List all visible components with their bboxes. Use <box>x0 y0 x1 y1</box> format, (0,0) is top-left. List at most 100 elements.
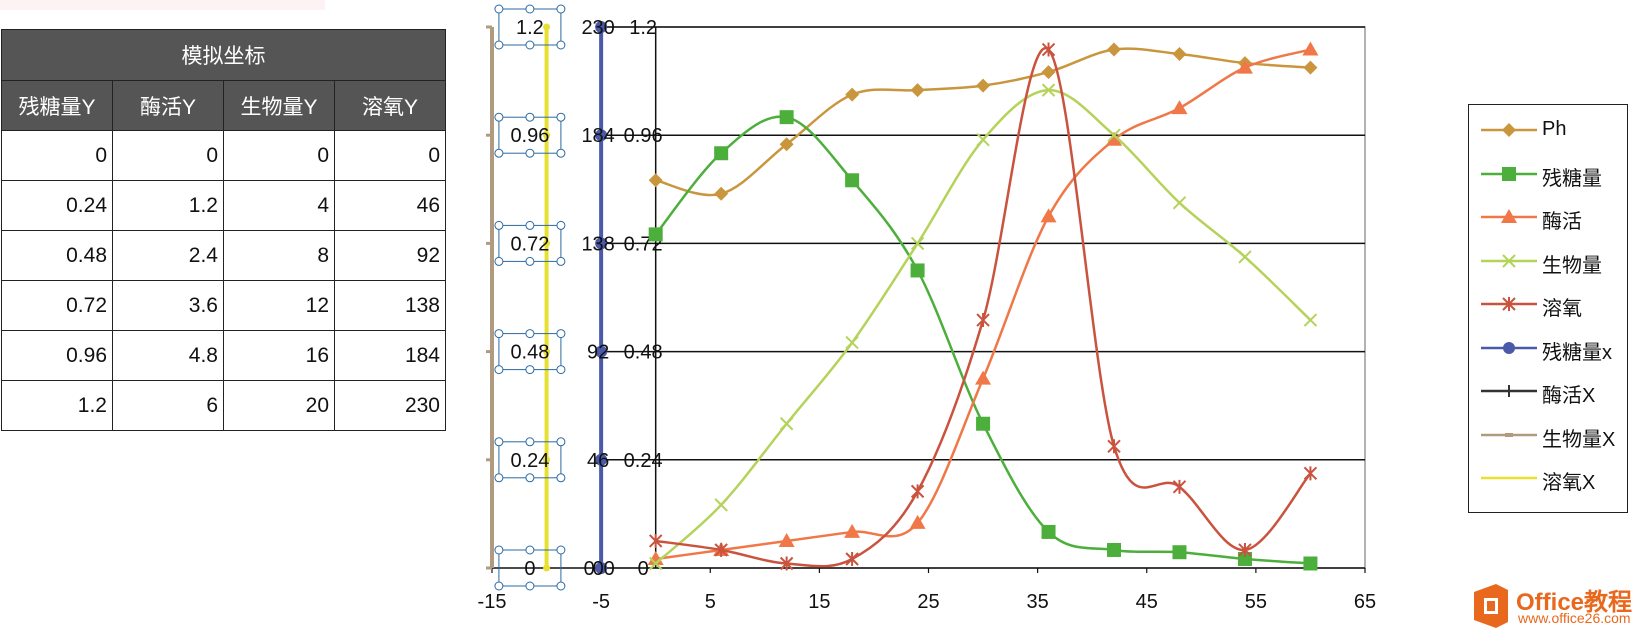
selection-handle <box>525 473 535 483</box>
simulated-label-sugar: 0.72 <box>510 233 549 255</box>
header-enzyme-y: 酶活Y <box>112 80 224 131</box>
legend-marker <box>1502 253 1516 268</box>
simulated-label-main: 0.24 <box>624 450 663 472</box>
table-row: 0.72 3.6 12 138 <box>1 280 446 331</box>
legend-label: 溶氧X <box>1542 472 1596 494</box>
x-tick-label: 5 <box>705 591 716 613</box>
data-point <box>976 78 991 93</box>
oxygen-x-marker <box>543 23 551 31</box>
data-point <box>1237 551 1252 566</box>
oxygen-x-marker <box>543 564 551 572</box>
legend-label: 溶氧 <box>1542 298 1582 320</box>
legend-swatch <box>1481 297 1537 311</box>
legend-label: 残糖量x <box>1542 341 1612 364</box>
selection-handle <box>556 256 566 266</box>
selection-handle <box>525 365 535 375</box>
selection-handle <box>556 40 566 50</box>
simulated-label-oxygen: 184 <box>581 125 614 147</box>
table-row: 0.48 2.4 8 92 <box>1 230 446 281</box>
simulated-label-sugar: 0 <box>524 558 535 580</box>
simulated-label-oxygen: 230 <box>581 17 614 39</box>
selection-handle <box>556 220 566 230</box>
data-point <box>1236 59 1253 74</box>
x-tick-label: 35 <box>1027 591 1049 613</box>
x-tick-label: -15 <box>478 591 507 613</box>
simulated-label-main: 1.2 <box>629 17 657 39</box>
data-point <box>910 83 925 98</box>
data-point <box>1172 545 1187 560</box>
simulated-label-oxygen: 0 <box>593 558 604 580</box>
simulated-label-extra: 0 <box>584 558 595 580</box>
simulated-coordinates-table: 模拟坐标 残糖量Y 酶活Y 生物量Y 溶氧Y 0 0 0 0 0.24 1.2 … <box>1 29 446 431</box>
selection-handle <box>494 545 504 555</box>
table-cell: 20 <box>223 380 335 431</box>
data-point <box>1107 439 1121 454</box>
legend-marker <box>1502 297 1516 311</box>
data-point <box>648 533 663 548</box>
data-point <box>1041 524 1056 539</box>
legend-label: 生物量X <box>1542 428 1616 451</box>
legend-marker <box>1501 209 1517 223</box>
table-cell: 8 <box>223 230 335 281</box>
selection-handle <box>494 112 504 122</box>
legend-swatch <box>1481 476 1537 480</box>
table-cell: 1.2 <box>112 180 224 231</box>
legend-item: 残糖量x <box>1469 333 1627 364</box>
data-point <box>1107 542 1122 557</box>
table-cell: 4 <box>223 180 335 231</box>
data-point <box>714 146 729 161</box>
table-cell: 0.72 <box>1 280 113 331</box>
table-title: 模拟坐标 <box>1 29 446 81</box>
table-cell: 184 <box>334 330 446 381</box>
legend-item: 溶氧 <box>1469 289 1627 320</box>
selection-handle <box>494 220 504 230</box>
oxygen-x-marker <box>543 456 551 464</box>
legend-label: 生物量 <box>1542 254 1602 277</box>
selection-handle <box>556 112 566 122</box>
selection-handle <box>494 4 504 14</box>
data-point <box>845 87 860 102</box>
legend-swatch <box>1481 253 1537 268</box>
data-point <box>1303 60 1318 75</box>
top-strip <box>0 0 325 10</box>
data-point <box>1107 128 1121 142</box>
data-point <box>845 551 859 566</box>
legend-item: 生物量 <box>1469 246 1627 277</box>
selection-handle <box>525 329 535 339</box>
legend-swatch <box>1481 209 1537 223</box>
legend-swatch <box>1481 432 1537 437</box>
x-tick-label: 55 <box>1245 591 1267 613</box>
data-point <box>1303 466 1318 481</box>
table-cell: 0 <box>334 130 446 181</box>
selection-handle <box>525 256 535 266</box>
table-row: 0 0 0 0 <box>1 130 446 181</box>
data-point <box>976 133 990 147</box>
selection-handle <box>494 473 504 483</box>
logo-text: Office教程网 <box>1516 589 1632 616</box>
selection-handle <box>494 365 504 375</box>
x-tick-label: 25 <box>917 591 939 613</box>
table-cell: 230 <box>334 380 446 431</box>
legend-label: 酶活X <box>1542 385 1596 407</box>
sugar-x-marker <box>595 345 608 358</box>
data-point <box>975 370 992 385</box>
table-cell: 0 <box>112 130 224 181</box>
data-point <box>714 542 728 557</box>
selection-handle <box>525 40 535 50</box>
x-tick-label: -5 <box>592 591 610 613</box>
data-point <box>1041 42 1056 57</box>
data-point <box>648 173 663 188</box>
selection-handle <box>525 112 535 122</box>
legend-label: Ph <box>1542 118 1567 140</box>
simulated-label-sugar: 0.24 <box>510 450 549 472</box>
data-point <box>910 263 925 278</box>
data-point <box>845 173 860 188</box>
legend-marker <box>1502 166 1516 181</box>
oxygen-x-marker <box>543 131 551 139</box>
sugar-x-marker <box>595 453 608 466</box>
table-row: 0.96 4.8 16 184 <box>1 330 446 381</box>
table-cell: 3.6 <box>112 280 224 331</box>
legend-marker <box>1505 432 1513 437</box>
x-tick-label: 45 <box>1136 591 1158 613</box>
data-point <box>779 110 794 125</box>
